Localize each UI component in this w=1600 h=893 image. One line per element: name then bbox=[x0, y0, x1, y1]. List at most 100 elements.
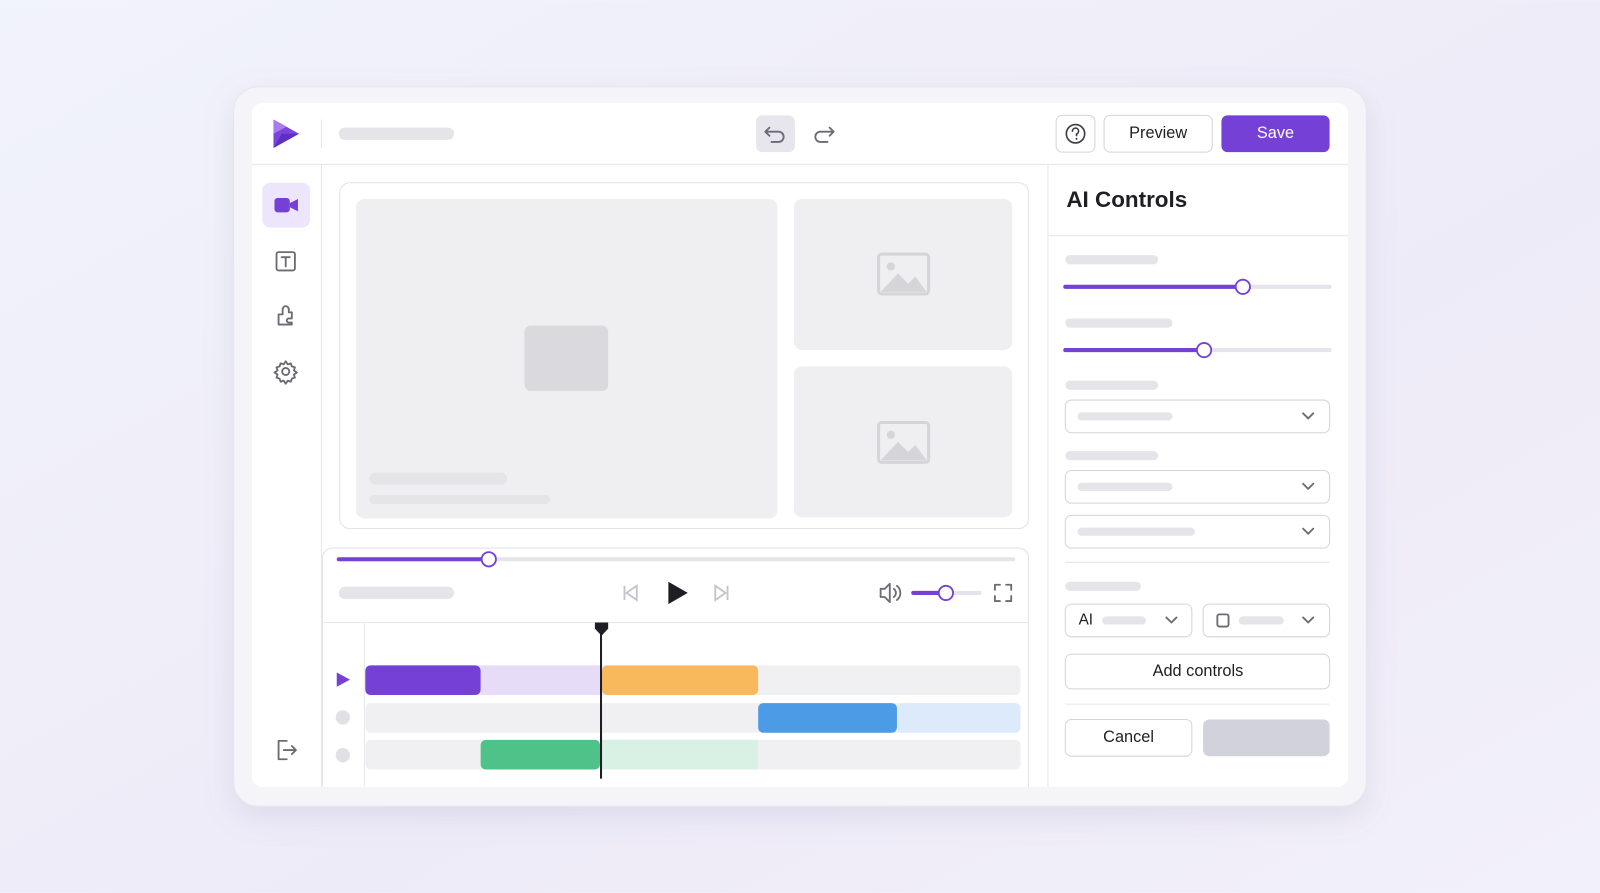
image-thumbnail-part bbox=[877, 252, 931, 296]
image-thumbnail bbox=[793, 366, 1013, 518]
image-thumbnail-part bbox=[880, 273, 927, 292]
video-tool-part[interactable] bbox=[274, 198, 290, 213]
cancel-button[interactable]: Cancel bbox=[1064, 718, 1193, 757]
cancel-button-part[interactable] bbox=[1064, 718, 1193, 757]
preview-button[interactable]: Preview bbox=[1103, 114, 1213, 153]
dropdown-part[interactable] bbox=[1064, 514, 1331, 549]
cancel-label[interactable]: Cancel bbox=[1103, 728, 1154, 746]
settings-tool-part[interactable] bbox=[273, 360, 298, 385]
dropdown-part[interactable] bbox=[1077, 527, 1195, 536]
model-dropdown[interactable]: AI bbox=[1064, 603, 1193, 638]
video-tool-part[interactable] bbox=[289, 199, 298, 212]
exit-button-part[interactable] bbox=[277, 739, 297, 761]
preview-button-part[interactable] bbox=[1103, 114, 1213, 153]
text-tool-part[interactable] bbox=[275, 251, 296, 272]
plugin-tool[interactable] bbox=[277, 305, 293, 326]
track-marker bbox=[336, 672, 350, 687]
scrubber-knob[interactable] bbox=[480, 551, 497, 568]
dropdown[interactable] bbox=[1064, 469, 1331, 504]
add-controls-label[interactable]: Add controls bbox=[1153, 662, 1244, 680]
dropdown[interactable] bbox=[1064, 514, 1331, 549]
clip[interactable] bbox=[602, 739, 759, 770]
exit-button[interactable] bbox=[277, 739, 297, 761]
model-dropdown-part[interactable] bbox=[1165, 616, 1178, 624]
track-marker bbox=[335, 748, 350, 763]
volume-knob[interactable] bbox=[937, 584, 954, 601]
add-controls-button-part[interactable] bbox=[1064, 653, 1331, 690]
volume-button-part[interactable] bbox=[879, 582, 902, 604]
slider-knob[interactable] bbox=[1196, 342, 1213, 359]
clip[interactable] bbox=[758, 703, 897, 733]
clip[interactable] bbox=[896, 703, 1021, 733]
image-thumbnail-part bbox=[886, 430, 895, 439]
skip-back-button-part[interactable] bbox=[623, 584, 638, 602]
redo-button[interactable] bbox=[814, 126, 835, 143]
volume-button[interactable] bbox=[879, 582, 902, 604]
slider-knob[interactable] bbox=[1234, 278, 1251, 295]
ai-panel-part bbox=[1065, 255, 1159, 265]
logo-part bbox=[273, 133, 299, 149]
playhead[interactable] bbox=[594, 622, 609, 779]
help-button-part[interactable] bbox=[1065, 123, 1086, 144]
clip[interactable] bbox=[480, 665, 600, 695]
help-button-part[interactable] bbox=[1055, 114, 1096, 153]
play-button[interactable] bbox=[668, 581, 688, 605]
play-button-part[interactable] bbox=[668, 581, 688, 605]
dropdown-part[interactable] bbox=[1077, 482, 1173, 491]
ai-panel-part bbox=[1065, 451, 1159, 461]
save-button-part[interactable] bbox=[1221, 115, 1330, 153]
undo-button-part[interactable] bbox=[756, 115, 795, 153]
style-dropdown-part[interactable] bbox=[1216, 613, 1230, 628]
add-controls-button[interactable]: Add controls bbox=[1064, 653, 1331, 690]
redo-button-part[interactable] bbox=[814, 126, 835, 143]
save-label[interactable]: Save bbox=[1257, 124, 1294, 142]
style-dropdown-part[interactable] bbox=[1238, 616, 1284, 625]
ai-panel: AI Controls AI bbox=[1047, 164, 1348, 787]
track-marker bbox=[335, 710, 350, 725]
save-button[interactable]: Save bbox=[1221, 115, 1330, 153]
dropdown-part[interactable] bbox=[1077, 412, 1173, 421]
fullscreen-button-part[interactable] bbox=[993, 583, 1013, 603]
skip-back-button[interactable] bbox=[623, 584, 638, 602]
image-thumbnail-part bbox=[793, 366, 1013, 518]
skip-forward-button[interactable] bbox=[714, 584, 729, 602]
panel-title: AI Controls bbox=[1066, 187, 1187, 212]
header: Preview Save bbox=[252, 114, 1348, 165]
settings-tool-part[interactable] bbox=[281, 367, 291, 376]
help-button[interactable] bbox=[1055, 114, 1096, 153]
help-button-part[interactable] bbox=[1071, 127, 1080, 137]
apply-button-disabled bbox=[1203, 719, 1330, 757]
undo-button[interactable] bbox=[756, 115, 795, 153]
style-dropdown-part[interactable] bbox=[1302, 616, 1315, 624]
help-button-part[interactable] bbox=[1075, 137, 1078, 140]
ai-panel-part bbox=[1065, 581, 1141, 591]
dropdown-part[interactable] bbox=[1064, 399, 1331, 434]
preview-label[interactable]: Preview bbox=[1129, 124, 1187, 142]
project-name-placeholder bbox=[338, 127, 455, 140]
video-tool[interactable] bbox=[262, 182, 311, 228]
logo-part bbox=[273, 119, 287, 134]
text-tool-part[interactable] bbox=[280, 256, 291, 268]
model-dropdown-part[interactable] bbox=[1102, 616, 1146, 625]
clip[interactable] bbox=[602, 665, 759, 695]
clip[interactable] bbox=[480, 739, 600, 770]
ai-panel-part bbox=[1065, 380, 1159, 390]
style-dropdown[interactable] bbox=[1202, 603, 1331, 638]
playhead-part[interactable] bbox=[594, 622, 609, 636]
model-label[interactable]: AI bbox=[1079, 612, 1093, 629]
dropdown-part[interactable] bbox=[1064, 469, 1331, 504]
sidebar bbox=[262, 164, 322, 787]
dropdown-part[interactable] bbox=[1302, 482, 1315, 490]
skip-forward-button-part[interactable] bbox=[714, 584, 729, 602]
dropdown-part[interactable] bbox=[1302, 412, 1315, 420]
settings-tool[interactable] bbox=[273, 360, 298, 385]
plugin-tool-part[interactable] bbox=[277, 305, 293, 326]
clip[interactable] bbox=[365, 665, 481, 695]
text-tool[interactable] bbox=[275, 251, 296, 272]
dropdown-part[interactable] bbox=[1302, 527, 1315, 535]
dropdown[interactable] bbox=[1064, 399, 1331, 434]
undo-button-part[interactable] bbox=[764, 126, 785, 143]
fullscreen-button[interactable] bbox=[993, 583, 1013, 603]
